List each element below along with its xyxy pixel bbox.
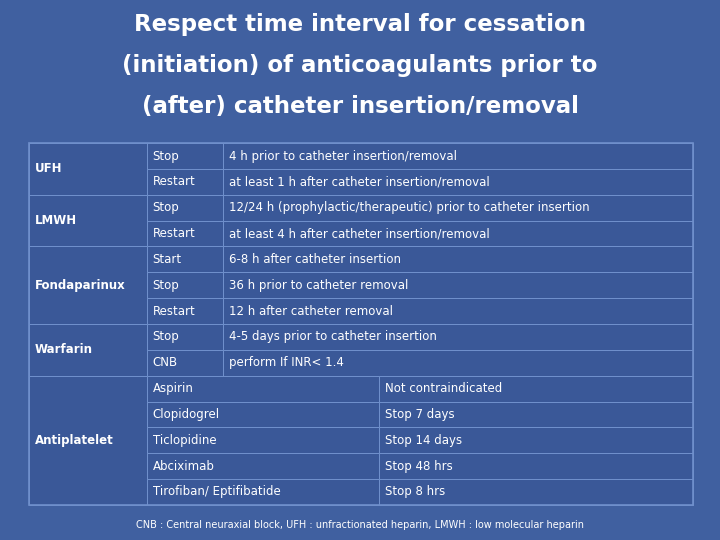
Text: 12 h after catheter removal: 12 h after catheter removal — [229, 305, 393, 318]
Text: 36 h prior to catheter removal: 36 h prior to catheter removal — [229, 279, 408, 292]
FancyBboxPatch shape — [223, 169, 693, 195]
FancyBboxPatch shape — [147, 298, 223, 324]
FancyBboxPatch shape — [29, 324, 147, 376]
FancyBboxPatch shape — [147, 169, 223, 195]
FancyBboxPatch shape — [379, 376, 693, 402]
FancyBboxPatch shape — [379, 453, 693, 479]
FancyBboxPatch shape — [223, 195, 693, 221]
Text: Stop 7 days: Stop 7 days — [384, 408, 454, 421]
Text: 4 h prior to catheter insertion/removal: 4 h prior to catheter insertion/removal — [229, 150, 457, 163]
Text: Start: Start — [153, 253, 182, 266]
Text: (initiation) of anticoagulants prior to: (initiation) of anticoagulants prior to — [122, 54, 598, 77]
Text: Ticlopidine: Ticlopidine — [153, 434, 216, 447]
Text: Restart: Restart — [153, 227, 195, 240]
FancyBboxPatch shape — [29, 143, 147, 195]
FancyBboxPatch shape — [29, 376, 147, 505]
Text: Abciximab: Abciximab — [153, 460, 215, 472]
FancyBboxPatch shape — [147, 324, 223, 350]
Text: 12/24 h (prophylactic/therapeutic) prior to catheter insertion: 12/24 h (prophylactic/therapeutic) prior… — [229, 201, 590, 214]
Text: Aspirin: Aspirin — [153, 382, 194, 395]
Text: at least 4 h after catheter insertion/removal: at least 4 h after catheter insertion/re… — [229, 227, 490, 240]
FancyBboxPatch shape — [379, 479, 693, 505]
FancyBboxPatch shape — [147, 427, 379, 453]
Text: (after) catheter insertion/removal: (after) catheter insertion/removal — [142, 94, 578, 118]
FancyBboxPatch shape — [223, 246, 693, 272]
FancyBboxPatch shape — [147, 195, 223, 221]
FancyBboxPatch shape — [147, 453, 379, 479]
FancyBboxPatch shape — [223, 272, 693, 298]
FancyBboxPatch shape — [147, 402, 379, 427]
Text: Clopidogrel: Clopidogrel — [153, 408, 220, 421]
FancyBboxPatch shape — [379, 402, 693, 427]
Text: at least 1 h after catheter insertion/removal: at least 1 h after catheter insertion/re… — [229, 176, 490, 188]
Text: 6-8 h after catheter insertion: 6-8 h after catheter insertion — [229, 253, 401, 266]
Text: Warfarin: Warfarin — [35, 343, 93, 356]
Text: Not contraindicated: Not contraindicated — [384, 382, 502, 395]
Text: Stop 8 hrs: Stop 8 hrs — [384, 485, 445, 498]
FancyBboxPatch shape — [223, 298, 693, 324]
Text: Stop: Stop — [153, 279, 179, 292]
FancyBboxPatch shape — [379, 427, 693, 453]
Text: Antiplatelet: Antiplatelet — [35, 434, 113, 447]
Text: Restart: Restart — [153, 305, 195, 318]
Text: Stop: Stop — [153, 201, 179, 214]
FancyBboxPatch shape — [29, 246, 147, 324]
Text: Restart: Restart — [153, 176, 195, 188]
Text: Stop: Stop — [153, 330, 179, 343]
Text: Fondaparinux: Fondaparinux — [35, 279, 125, 292]
Text: LMWH: LMWH — [35, 214, 77, 227]
FancyBboxPatch shape — [147, 350, 223, 376]
FancyBboxPatch shape — [223, 324, 693, 350]
Text: 4-5 days prior to catheter insertion: 4-5 days prior to catheter insertion — [229, 330, 437, 343]
FancyBboxPatch shape — [223, 350, 693, 376]
FancyBboxPatch shape — [223, 221, 693, 246]
FancyBboxPatch shape — [147, 272, 223, 298]
Text: Tirofiban/ Eptifibatide: Tirofiban/ Eptifibatide — [153, 485, 281, 498]
FancyBboxPatch shape — [223, 143, 693, 169]
Text: Respect time interval for cessation: Respect time interval for cessation — [134, 14, 586, 37]
Text: UFH: UFH — [35, 163, 62, 176]
FancyBboxPatch shape — [147, 376, 379, 402]
FancyBboxPatch shape — [147, 221, 223, 246]
FancyBboxPatch shape — [147, 143, 223, 169]
Text: Stop 14 days: Stop 14 days — [384, 434, 462, 447]
FancyBboxPatch shape — [29, 195, 147, 246]
Text: CNB : Central neuraxial block, UFH : unfractionated heparin, LMWH : low molecula: CNB : Central neuraxial block, UFH : unf… — [136, 520, 584, 530]
Text: Stop: Stop — [153, 150, 179, 163]
Text: Stop 48 hrs: Stop 48 hrs — [384, 460, 452, 472]
FancyBboxPatch shape — [147, 479, 379, 505]
Text: CNB: CNB — [153, 356, 178, 369]
FancyBboxPatch shape — [147, 246, 223, 272]
Text: perform If INR< 1.4: perform If INR< 1.4 — [229, 356, 344, 369]
